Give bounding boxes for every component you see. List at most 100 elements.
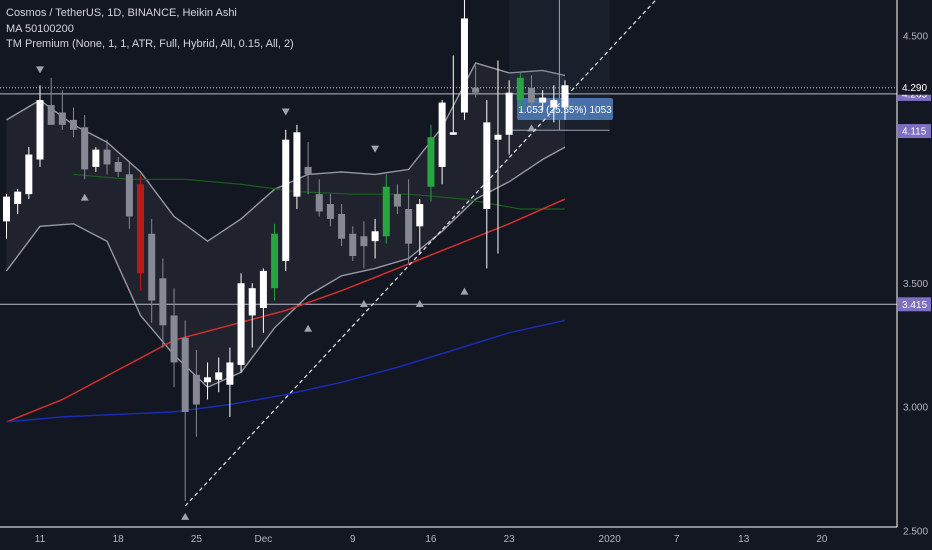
moving-averages bbox=[6, 173, 566, 423]
candle[interactable] bbox=[293, 124, 301, 209]
candle[interactable] bbox=[215, 357, 223, 393]
down-arrow-marker bbox=[371, 145, 380, 153]
candle[interactable] bbox=[550, 85, 558, 123]
down-arrow-marker bbox=[281, 108, 290, 116]
candles[interactable] bbox=[2, 0, 569, 502]
candle[interactable] bbox=[483, 100, 491, 269]
dotted-level-price-label: 4.290 bbox=[902, 83, 927, 94]
time-tick-label: 25 bbox=[191, 534, 203, 545]
ma200-line bbox=[6, 319, 566, 423]
candle[interactable] bbox=[137, 174, 145, 291]
candle[interactable] bbox=[58, 90, 66, 130]
candle[interactable] bbox=[14, 189, 22, 214]
candle[interactable] bbox=[382, 174, 390, 244]
candle[interactable] bbox=[81, 114, 89, 180]
candle[interactable] bbox=[159, 258, 167, 348]
candle-body bbox=[505, 92, 513, 135]
candle[interactable] bbox=[204, 362, 212, 400]
candle[interactable] bbox=[505, 80, 513, 155]
candle[interactable] bbox=[248, 283, 256, 348]
trendline[interactable] bbox=[184, 0, 932, 507]
trendline-group[interactable] bbox=[184, 0, 932, 507]
candle[interactable] bbox=[393, 184, 401, 214]
candle-body bbox=[25, 154, 33, 195]
candle-body bbox=[259, 270, 267, 308]
candle-body bbox=[215, 372, 223, 380]
candle[interactable] bbox=[25, 147, 33, 200]
price-tick-label: 3.500 bbox=[903, 279, 928, 290]
candle[interactable] bbox=[47, 77, 55, 125]
candle[interactable] bbox=[103, 139, 111, 175]
candle-body bbox=[204, 377, 212, 383]
candle[interactable] bbox=[405, 179, 413, 264]
candle[interactable] bbox=[527, 75, 535, 110]
time-tick-label: 20 bbox=[816, 534, 828, 545]
candle[interactable] bbox=[460, 0, 468, 120]
candle[interactable] bbox=[192, 350, 200, 437]
legend-tm-indicator[interactable]: TM Premium (None, 1, 1, ATR, Full, Hybri… bbox=[6, 38, 294, 50]
price-range-measure[interactable]: 1.053 (25.55%) 1053 bbox=[509, 0, 613, 131]
candle[interactable] bbox=[539, 90, 547, 110]
candle-body bbox=[293, 132, 301, 197]
candle[interactable] bbox=[494, 60, 502, 254]
legend-ma-indicator[interactable]: MA 50100200 bbox=[6, 22, 74, 35]
candle[interactable] bbox=[226, 347, 234, 417]
candle[interactable] bbox=[2, 194, 10, 239]
candle[interactable] bbox=[92, 147, 100, 172]
candle[interactable] bbox=[416, 199, 424, 254]
candle-body bbox=[14, 191, 22, 205]
time-tick-label: 23 bbox=[504, 534, 516, 545]
candle[interactable] bbox=[181, 320, 189, 502]
up-arrow-marker bbox=[359, 300, 368, 308]
ma50-line bbox=[73, 173, 565, 210]
candle[interactable] bbox=[114, 157, 122, 177]
candle-body bbox=[248, 288, 256, 316]
time-tick-label: 2020 bbox=[599, 534, 622, 545]
candle-body bbox=[92, 149, 100, 167]
up-arrow-marker bbox=[181, 512, 190, 520]
price-tick-label: 2.500 bbox=[903, 526, 928, 537]
up-arrow-marker bbox=[415, 300, 424, 308]
candle[interactable] bbox=[148, 218, 156, 323]
candle[interactable] bbox=[472, 65, 480, 98]
candle[interactable] bbox=[427, 124, 435, 202]
up-arrow-marker bbox=[527, 124, 536, 132]
candle[interactable] bbox=[36, 85, 44, 167]
time-tick-label: 11 bbox=[35, 534, 46, 545]
candle[interactable] bbox=[237, 273, 245, 373]
candle-body bbox=[237, 283, 245, 365]
candle[interactable] bbox=[371, 218, 379, 259]
down-arrow-marker bbox=[36, 66, 44, 74]
candle[interactable] bbox=[315, 179, 323, 217]
time-tick-label: 7 bbox=[674, 534, 680, 545]
candle[interactable] bbox=[516, 72, 524, 110]
candle[interactable] bbox=[561, 80, 569, 120]
candle-body bbox=[483, 122, 491, 209]
candle[interactable] bbox=[304, 142, 312, 195]
candle[interactable] bbox=[326, 194, 334, 227]
candle[interactable] bbox=[449, 55, 457, 135]
legend-symbol-title[interactable]: Cosmos / TetherUS, 1D, BINANCE, Heikin A… bbox=[6, 7, 237, 19]
time-tick-label: 13 bbox=[738, 534, 750, 545]
candle-body bbox=[125, 174, 133, 217]
candle-body bbox=[226, 362, 234, 385]
candle[interactable] bbox=[125, 161, 133, 229]
candle[interactable] bbox=[438, 100, 446, 185]
candle-body bbox=[326, 204, 334, 219]
candle[interactable] bbox=[360, 221, 368, 269]
candle[interactable] bbox=[338, 204, 346, 247]
candle-body bbox=[382, 186, 390, 237]
candle[interactable] bbox=[271, 223, 279, 301]
candle[interactable] bbox=[170, 288, 178, 388]
candle-body bbox=[148, 233, 156, 301]
candle-body bbox=[114, 161, 122, 172]
candle[interactable] bbox=[349, 226, 357, 261]
candle[interactable] bbox=[259, 268, 267, 333]
time-tick-label: 16 bbox=[425, 534, 437, 545]
candle[interactable] bbox=[70, 107, 78, 138]
candle[interactable] bbox=[282, 129, 290, 271]
horizontal-levels[interactable] bbox=[0, 0, 897, 305]
candle-body bbox=[494, 134, 502, 140]
